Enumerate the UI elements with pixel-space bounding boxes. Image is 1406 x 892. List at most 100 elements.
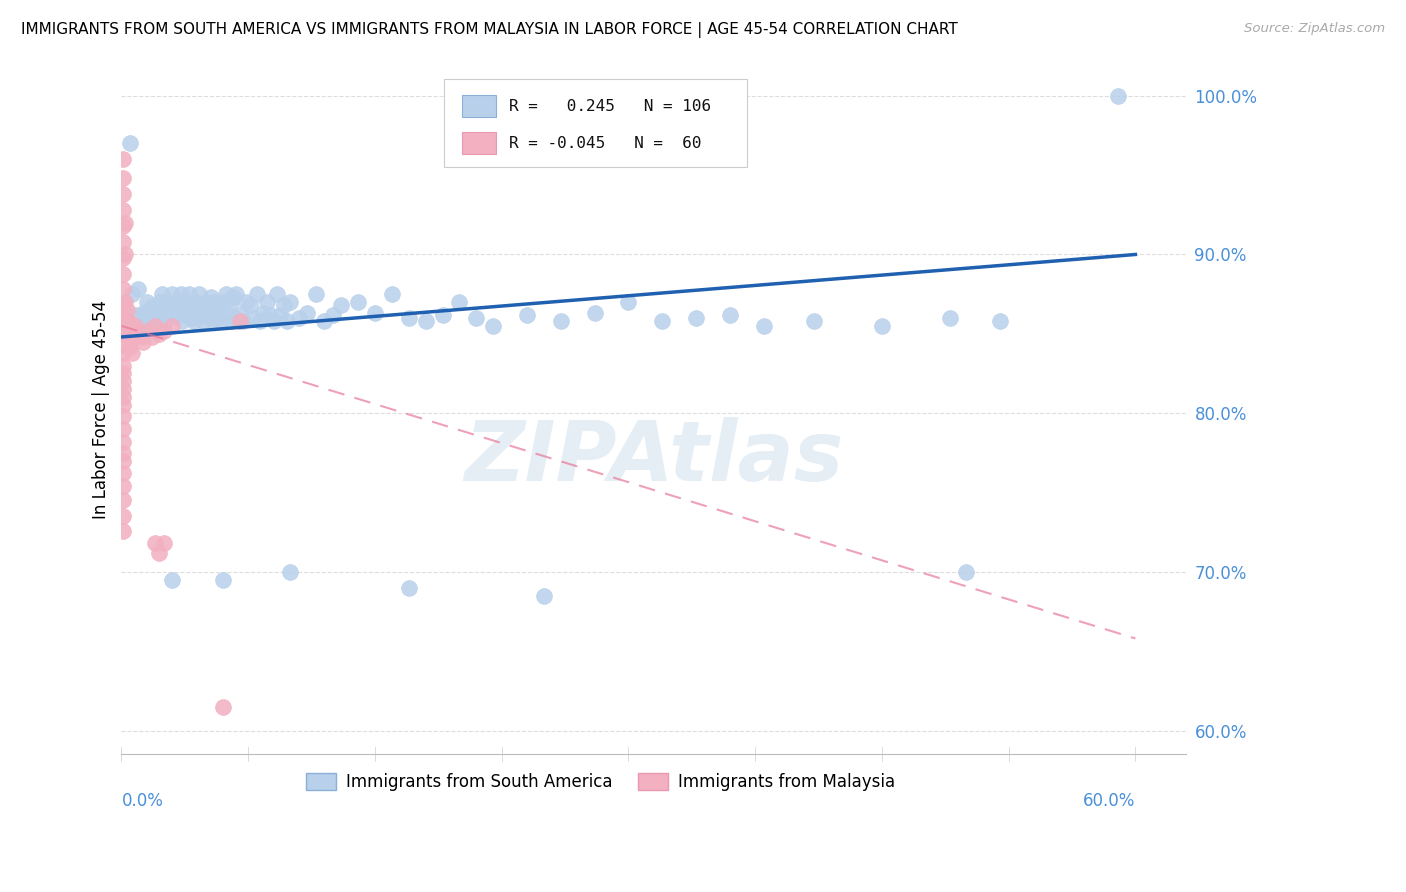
Point bbox=[135, 295, 157, 310]
Point bbox=[112, 367, 135, 381]
Point bbox=[131, 330, 153, 344]
Point bbox=[229, 308, 252, 322]
Point bbox=[263, 314, 285, 328]
Point bbox=[415, 314, 437, 328]
Point bbox=[583, 306, 606, 320]
Point bbox=[225, 287, 247, 301]
Point bbox=[112, 251, 135, 265]
Point bbox=[148, 326, 170, 341]
Point bbox=[322, 308, 344, 322]
Point bbox=[183, 314, 205, 328]
Point bbox=[186, 306, 208, 320]
Point bbox=[117, 314, 139, 328]
Point bbox=[218, 298, 240, 312]
Point bbox=[870, 318, 893, 333]
Point bbox=[217, 308, 239, 322]
Text: ZIPAtlas: ZIPAtlas bbox=[464, 417, 844, 498]
Point bbox=[112, 390, 135, 404]
Point bbox=[112, 454, 135, 468]
Point bbox=[449, 295, 471, 310]
Point bbox=[222, 290, 245, 304]
Point bbox=[550, 314, 572, 328]
Point bbox=[148, 546, 170, 560]
Point bbox=[112, 282, 135, 296]
Point bbox=[115, 303, 138, 318]
Point bbox=[115, 318, 138, 333]
Point bbox=[156, 295, 179, 310]
Point bbox=[938, 310, 960, 325]
Point bbox=[114, 216, 136, 230]
Point bbox=[208, 310, 231, 325]
Point bbox=[209, 314, 232, 328]
Point bbox=[181, 298, 204, 312]
Point bbox=[112, 326, 135, 341]
Point bbox=[205, 306, 228, 320]
Point bbox=[121, 324, 143, 338]
Point bbox=[118, 136, 141, 151]
Point bbox=[152, 536, 174, 550]
Text: 0.0%: 0.0% bbox=[121, 792, 163, 810]
Point bbox=[165, 298, 187, 312]
Point bbox=[124, 308, 146, 322]
Point bbox=[297, 306, 319, 320]
Point bbox=[112, 235, 135, 249]
Point bbox=[211, 295, 233, 310]
Legend: Immigrants from South America, Immigrants from Malaysia: Immigrants from South America, Immigrant… bbox=[299, 766, 901, 797]
Point bbox=[235, 295, 257, 310]
Point bbox=[160, 573, 183, 587]
Point bbox=[112, 346, 135, 360]
Point bbox=[188, 287, 211, 301]
Point bbox=[266, 287, 288, 301]
Point bbox=[1108, 88, 1130, 103]
Point bbox=[160, 318, 183, 333]
Point bbox=[112, 298, 135, 312]
FancyBboxPatch shape bbox=[463, 95, 496, 118]
Point bbox=[432, 308, 454, 322]
Point bbox=[141, 300, 163, 314]
Point bbox=[288, 310, 311, 325]
Point bbox=[112, 359, 135, 373]
Point bbox=[112, 219, 135, 233]
Point bbox=[190, 308, 212, 322]
Point bbox=[718, 308, 741, 322]
Point bbox=[112, 467, 135, 481]
Point bbox=[149, 295, 172, 310]
Point bbox=[112, 398, 135, 412]
Point bbox=[114, 247, 136, 261]
Point bbox=[184, 295, 207, 310]
Point bbox=[131, 316, 153, 330]
Y-axis label: In Labor Force | Age 45-54: In Labor Force | Age 45-54 bbox=[93, 300, 110, 518]
Point bbox=[152, 324, 174, 338]
Point bbox=[166, 295, 188, 310]
Point bbox=[167, 306, 190, 320]
Point bbox=[112, 187, 135, 202]
Point bbox=[112, 409, 135, 424]
Point bbox=[219, 314, 242, 328]
Point bbox=[174, 295, 197, 310]
Point bbox=[134, 308, 156, 322]
Point bbox=[752, 318, 775, 333]
Point bbox=[132, 306, 155, 320]
Point bbox=[125, 326, 148, 341]
Point bbox=[224, 310, 246, 325]
Point bbox=[955, 565, 977, 579]
FancyBboxPatch shape bbox=[444, 78, 748, 167]
Point bbox=[803, 314, 825, 328]
Point bbox=[160, 287, 183, 301]
Point bbox=[169, 287, 191, 301]
Point bbox=[127, 282, 149, 296]
Point bbox=[215, 287, 238, 301]
Point bbox=[112, 314, 135, 328]
Point bbox=[533, 589, 555, 603]
Point bbox=[651, 314, 673, 328]
Point bbox=[207, 298, 229, 312]
Point bbox=[121, 346, 143, 360]
Point bbox=[398, 581, 420, 595]
Text: 60.0%: 60.0% bbox=[1083, 792, 1135, 810]
Point bbox=[112, 493, 135, 508]
Point bbox=[176, 303, 198, 318]
Point bbox=[121, 287, 143, 301]
Point bbox=[112, 434, 135, 449]
Point bbox=[347, 295, 370, 310]
Point bbox=[269, 308, 291, 322]
